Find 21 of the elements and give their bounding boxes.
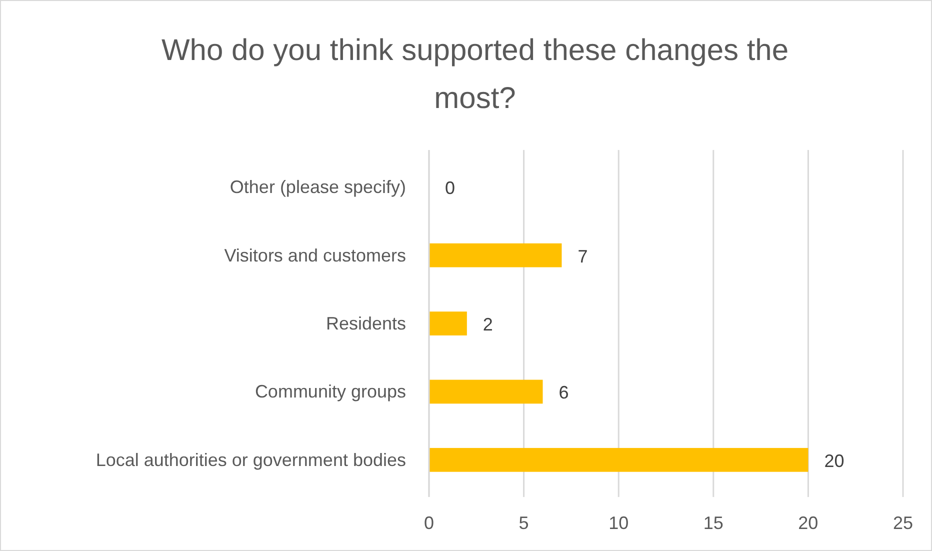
data-label: 7	[578, 246, 588, 266]
x-tick-label: 20	[798, 513, 818, 533]
data-label: 6	[558, 382, 569, 403]
x-tick-label: 0	[424, 513, 434, 533]
chart-title: Who do you think supported these changes the most?	[161, 34, 789, 115]
x-tick-label: 10	[608, 513, 629, 533]
y-tick-label: Other (please specify)	[230, 177, 406, 198]
data-label: 0	[445, 178, 456, 198]
y-tick-label: Community groups	[254, 382, 406, 402]
x-tick-label: 25	[892, 513, 914, 533]
y-tick-label: Visitors and customers	[224, 245, 406, 266]
y-tick-label: Residents	[326, 314, 406, 334]
bar	[429, 380, 543, 404]
data-label: 20	[824, 450, 844, 471]
data-label: 2	[482, 314, 493, 334]
bar	[429, 243, 562, 268]
x-tick-label: 5	[518, 513, 529, 533]
bar	[429, 312, 467, 336]
y-tick-label: Local authorities or government bodies	[96, 450, 406, 470]
bar	[429, 448, 808, 472]
x-tick-label: 15	[703, 513, 724, 533]
